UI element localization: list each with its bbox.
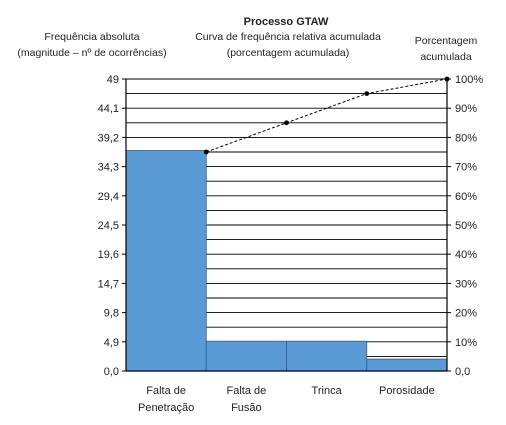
x-tick-label: Falta de: [146, 385, 186, 397]
plot-area: 0,0 4,9 9,8 14,7 19,6 24,5 29,4 34,3 39,2 44,1 49 0…: [98, 74, 484, 414]
left-axis-label-line2: (magnitude – nº de ocorrências): [17, 47, 166, 59]
cumulative-point: [203, 149, 209, 155]
y2-tick-label: 100%: [455, 74, 483, 86]
y-tick-label: 24,5: [98, 220, 119, 232]
y2-tick-label: 20%: [455, 308, 477, 320]
bar: [366, 358, 448, 372]
x-tick-label: Falta de: [227, 385, 267, 397]
y-tick-label: 29,4: [98, 191, 119, 203]
y-tick-label: 49: [107, 74, 119, 86]
x-tick-label: Fusão: [231, 402, 262, 414]
x-tick-label: Penetração: [138, 402, 194, 414]
y-tick-label: 39,2: [98, 132, 119, 144]
right-axis-label-line1: Porcentagem: [415, 35, 478, 47]
x-tick-label: Porosidade: [379, 385, 435, 397]
chart-title: Processo GTAW: [244, 16, 329, 28]
cumulative-point: [364, 91, 370, 96]
y2-tick-label: 0,0: [455, 366, 470, 378]
left-axis-label-line1: Frequência absoluta: [44, 31, 139, 43]
y2-tick-label: 80%: [455, 132, 477, 144]
y-tick-label: 0,0: [104, 366, 119, 378]
curve-label-line2: (porcentagem acumulada): [227, 47, 350, 59]
y2-tick-label: 90%: [455, 103, 477, 115]
y-tick-label: 4,9: [104, 337, 119, 349]
y2-tick-label: 10%: [455, 337, 477, 349]
cumulative-curve: [206, 78, 448, 153]
y2-tick-label: 50%: [455, 220, 477, 232]
bar: [205, 340, 287, 372]
y-tick-label: 14,7: [98, 278, 119, 290]
y2-tick-label: 70%: [455, 162, 477, 174]
curve-label-line1: Curva de frequência relativa acumulada: [195, 31, 381, 43]
x-tick-label: Trinca: [312, 385, 343, 397]
y2-tick-label: 30%: [455, 278, 477, 290]
y2-tick-label: 40%: [455, 249, 477, 261]
y-tick-label: 9,8: [104, 308, 119, 320]
bar: [125, 150, 207, 372]
bar: [286, 340, 368, 372]
cumulative-point: [284, 120, 289, 126]
y-tick-label: 19,6: [98, 249, 119, 261]
y2-tick-label: 60%: [455, 191, 477, 203]
cumulative-point: [444, 76, 450, 82]
right-axis-label-line2: acumulada: [420, 51, 472, 63]
y-tick-label: 44,1: [98, 103, 119, 115]
y-tick-label: 34,3: [98, 162, 119, 174]
